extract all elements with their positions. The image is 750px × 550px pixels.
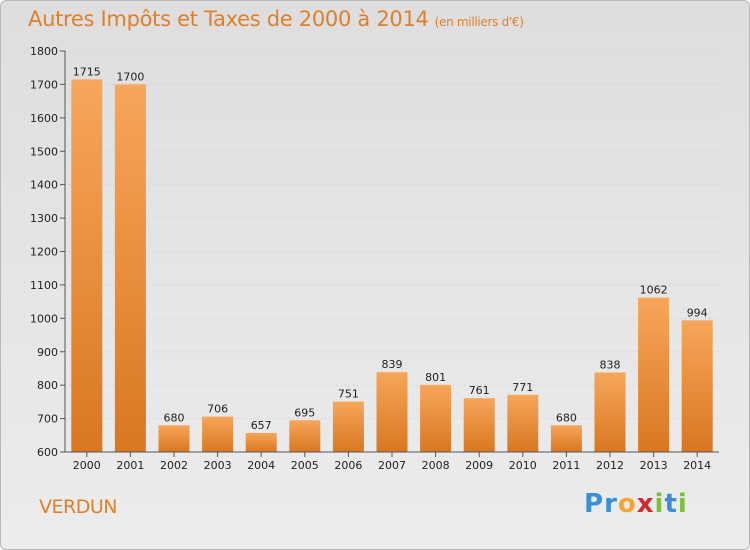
x-tick-label: 2003 (204, 459, 232, 472)
value-label: 838 (600, 358, 621, 371)
value-label: 1715 (73, 65, 101, 78)
value-labels: 1715 1700 680 706 657 695 751 839 801 761 771 680 83… (73, 65, 708, 432)
logo-letter: t (664, 489, 678, 519)
logo-letter: P (584, 489, 605, 519)
value-label: 751 (338, 388, 359, 401)
bar (376, 372, 408, 452)
logo-letter: i (677, 489, 688, 519)
x-tick-label: 2014 (683, 459, 711, 472)
y-tick-label: 1400 (30, 179, 58, 192)
y-tick-labels: 600 700 800 900 1000 1100 1200 1300 1400 1500 1600… (30, 45, 58, 459)
city-name: VERDUN (39, 496, 117, 518)
bar (245, 432, 277, 452)
x-tick-label: 2009 (465, 459, 493, 472)
value-label: 1700 (116, 70, 144, 83)
bar (289, 420, 321, 452)
x-tick-label: 2000 (73, 459, 101, 472)
y-tick-label: 700 (37, 413, 58, 426)
y-tick-label: 900 (37, 346, 58, 359)
bar (420, 384, 452, 452)
x-tick-label: 2011 (552, 459, 580, 472)
value-label: 839 (382, 358, 403, 371)
bar (594, 372, 626, 452)
x-tick-label: 2004 (247, 459, 275, 472)
y-tick-label: 1500 (30, 145, 58, 158)
x-tick-label: 2005 (291, 459, 319, 472)
x-tick-label: 2006 (334, 459, 362, 472)
value-label: 680 (556, 411, 577, 424)
x-tick-labels: 2000 2001 2002 2003 2004 2005 2006 2007 2008 2009… (73, 459, 711, 472)
axes (64, 51, 719, 453)
proxiti-logo[interactable]: Proxiti (584, 489, 688, 519)
value-label: 680 (164, 411, 185, 424)
y-tick-label: 1600 (30, 112, 58, 125)
y-tick-label: 600 (37, 446, 58, 459)
x-tick-label: 2001 (116, 459, 144, 472)
y-tick-label: 800 (37, 379, 58, 392)
x-tick-label: 2007 (378, 459, 406, 472)
bar (638, 297, 670, 452)
bar (158, 425, 190, 452)
value-label: 1062 (640, 284, 668, 297)
bar (463, 398, 495, 452)
bar (71, 79, 103, 452)
bar (114, 84, 146, 453)
title-text: Autres Impôts et Taxes de 2000 à 2014 (28, 7, 429, 31)
value-label: 994 (687, 306, 708, 319)
logo-letter: i (654, 489, 665, 519)
bar (507, 394, 539, 452)
y-tick-label: 1700 (30, 78, 58, 91)
x-tick-label: 2010 (509, 459, 537, 472)
y-tick-label: 1100 (30, 279, 58, 292)
x-tick-label: 2013 (640, 459, 668, 472)
y-tick-label: 1800 (30, 45, 58, 58)
bar (202, 416, 234, 452)
x-tick-label: 2012 (596, 459, 624, 472)
y-tick-label: 1300 (30, 212, 58, 225)
y-tick-label: 1200 (30, 246, 58, 259)
value-label: 657 (251, 419, 272, 432)
x-tick-label: 2008 (422, 459, 450, 472)
logo-letter: o (617, 489, 637, 519)
bar (332, 401, 364, 452)
chart-title: Autres Impôts et Taxes de 2000 à 2014 (en… (28, 7, 524, 31)
bars (71, 79, 713, 453)
bar (681, 320, 713, 452)
value-label: 771 (512, 381, 533, 394)
value-label: 761 (469, 384, 490, 397)
value-label: 706 (207, 403, 228, 416)
y-tick-label: 1000 (30, 312, 58, 325)
logo-letter: r (604, 489, 618, 519)
logo-letter: x (636, 489, 655, 519)
value-label: 801 (425, 371, 446, 384)
x-tick-label: 2002 (160, 459, 188, 472)
chart-subtitle: (en milliers d'€) (434, 15, 524, 29)
value-label: 695 (294, 406, 315, 419)
bar (550, 425, 582, 452)
